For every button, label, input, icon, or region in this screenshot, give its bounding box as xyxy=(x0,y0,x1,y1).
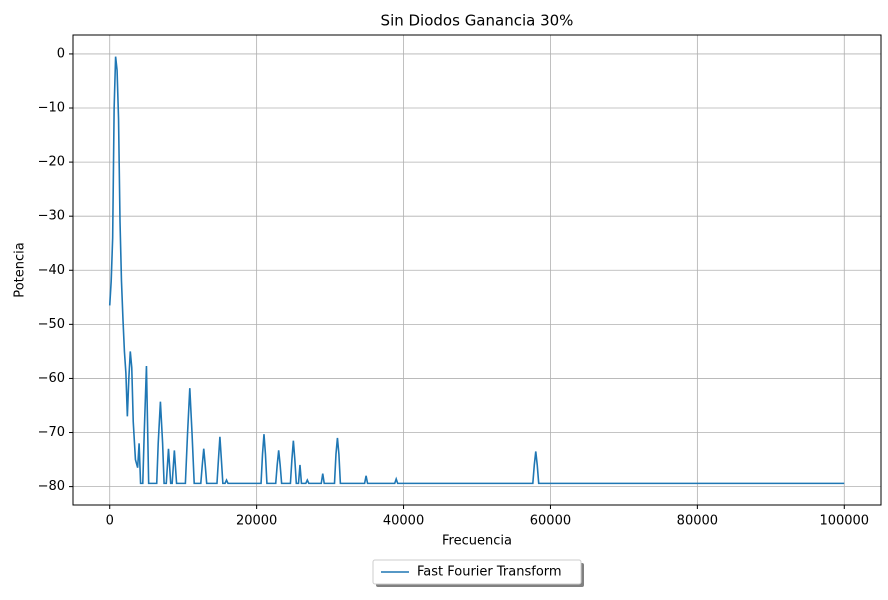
plot-frame xyxy=(72,34,882,506)
y-tick-label: −50 xyxy=(38,317,65,332)
y-axis-label: Potencia xyxy=(13,242,28,297)
y-tick-label: −70 xyxy=(38,425,65,440)
y-tick-label: −20 xyxy=(38,155,65,170)
line-series xyxy=(108,56,845,485)
y-tick-label: −80 xyxy=(38,479,65,494)
x-tick-label: 0 xyxy=(106,514,114,529)
x-tick-label: 80000 xyxy=(677,514,718,529)
x-tick-label: 60000 xyxy=(530,514,571,529)
x-tick-label: 20000 xyxy=(236,514,277,529)
y-tick-label: −10 xyxy=(38,101,65,116)
x-axis-label: Frecuencia xyxy=(442,534,512,549)
y-tick-label: 0 xyxy=(57,46,65,61)
y-tick-label: −40 xyxy=(38,263,65,278)
x-tick-label: 40000 xyxy=(383,514,424,529)
x-tick-label: 100000 xyxy=(819,514,869,529)
y-tick-label: −60 xyxy=(38,371,65,386)
y-tick-label: −30 xyxy=(38,209,65,224)
legend-box xyxy=(372,559,582,585)
chart-title: Sin Diodos Ganancia 30% xyxy=(381,12,574,30)
legend-label: Fast Fourier Transform xyxy=(417,565,562,580)
